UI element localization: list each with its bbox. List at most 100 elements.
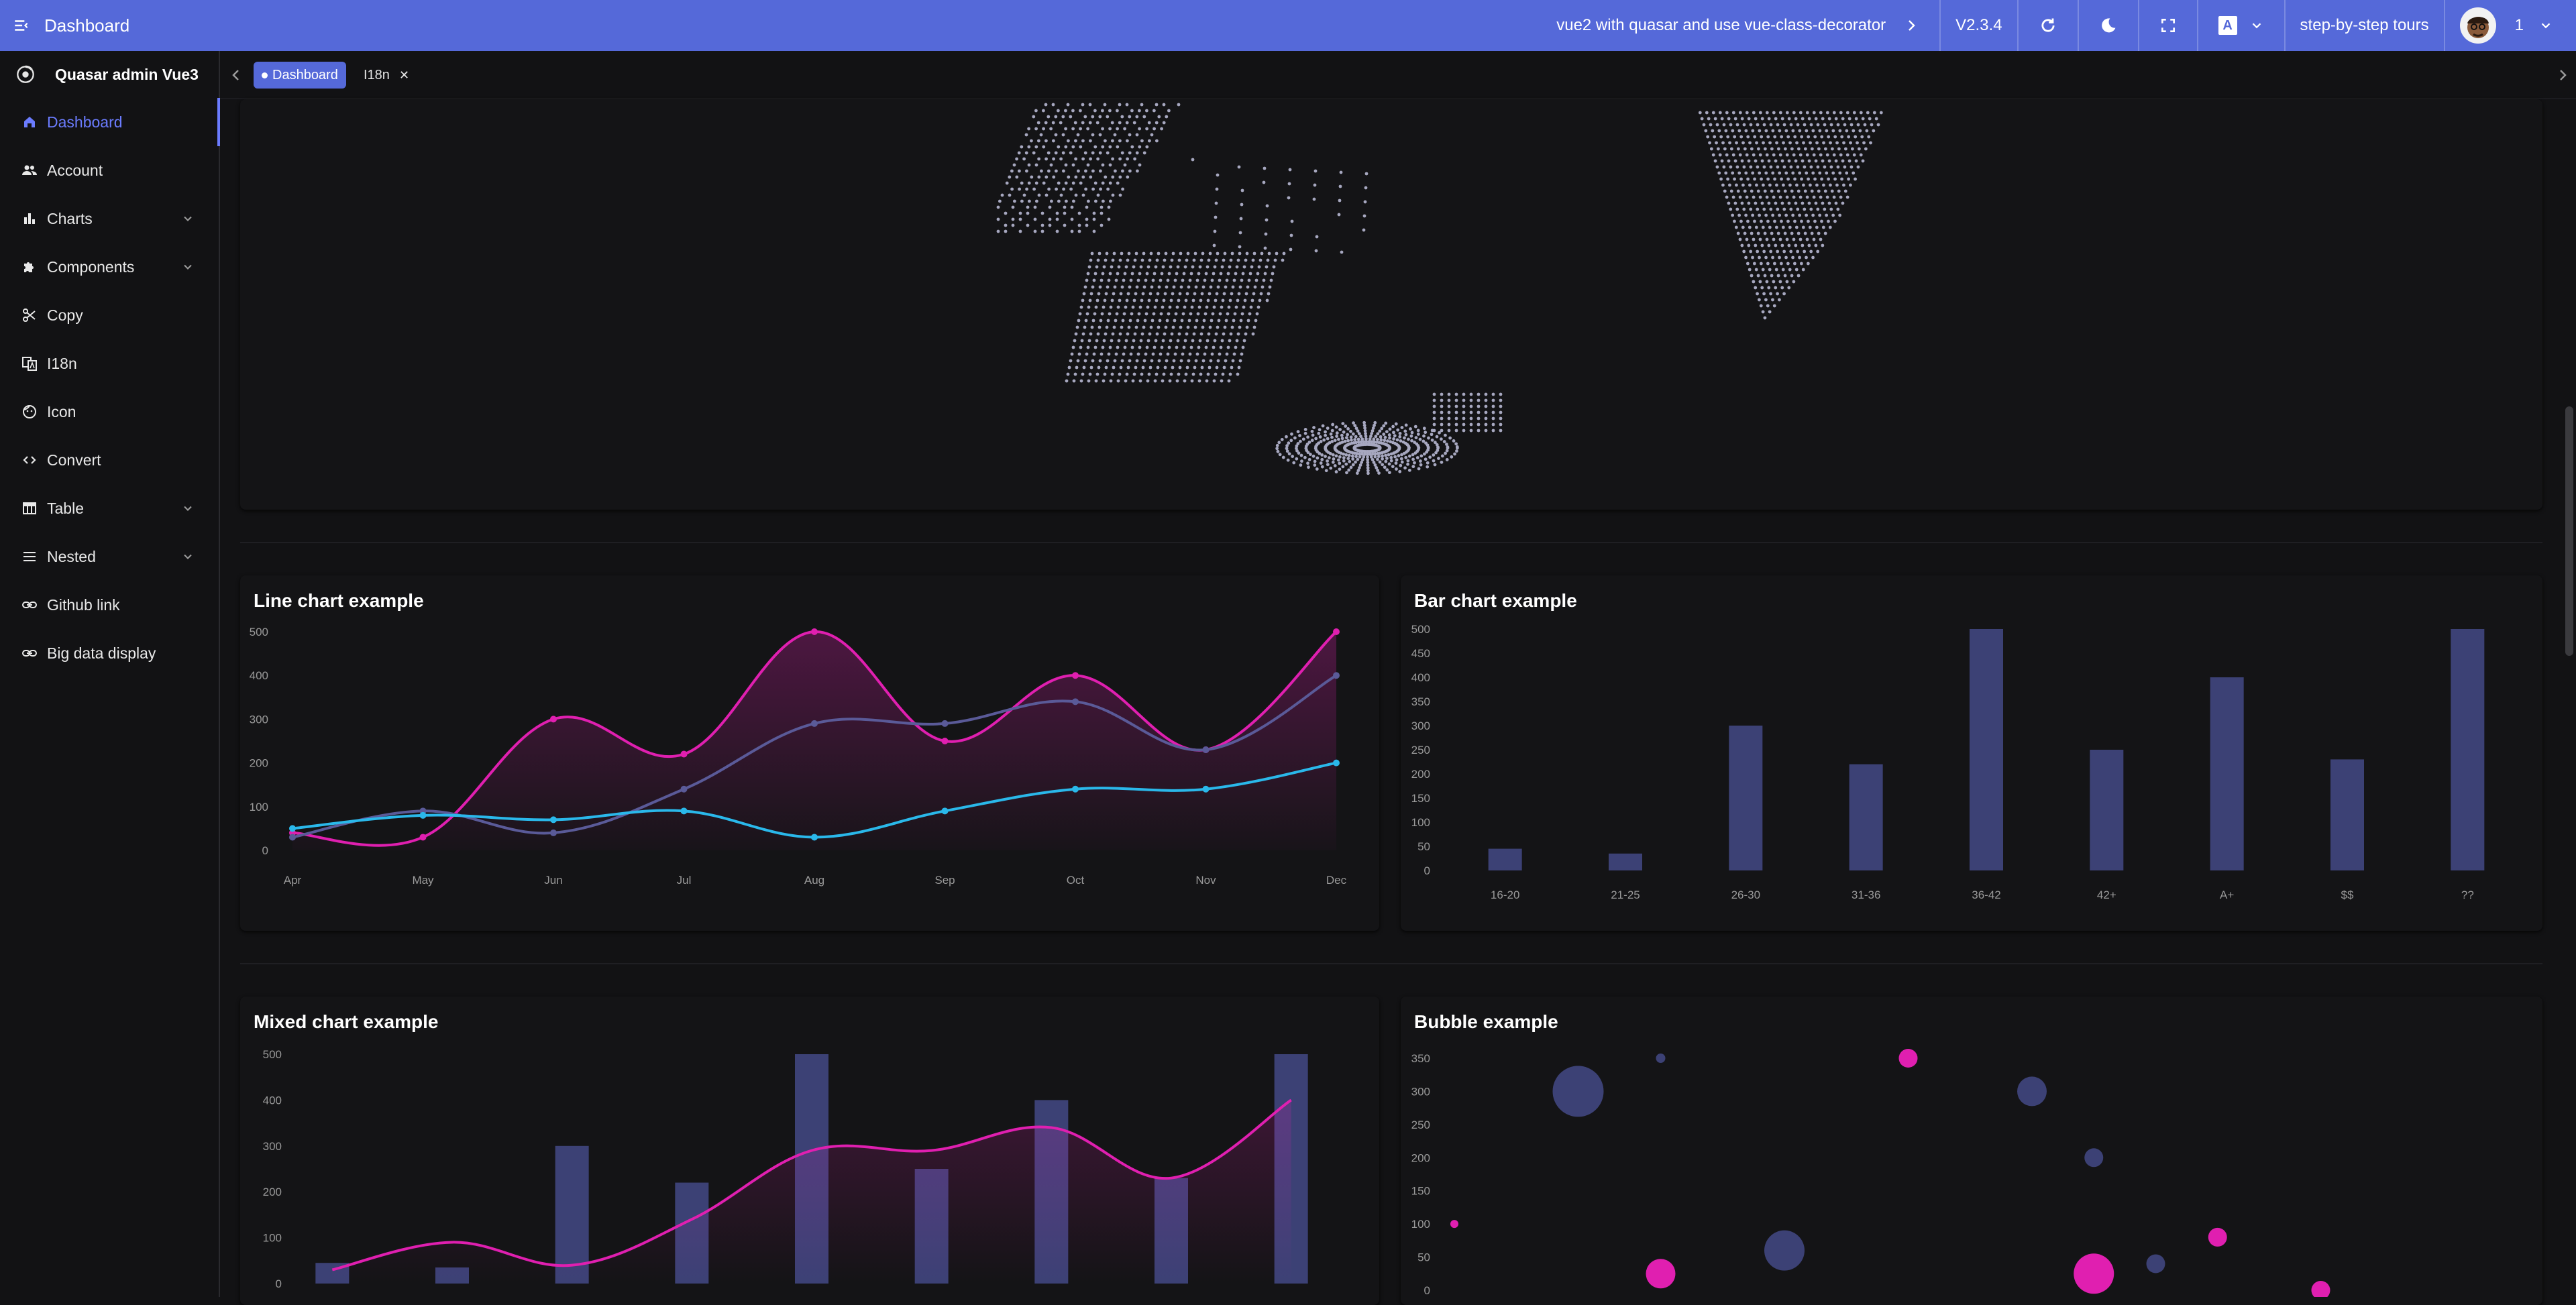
sidebar-item-table[interactable]: Table xyxy=(0,484,219,532)
map-dot xyxy=(1491,398,1495,402)
chevron-right-icon[interactable] xyxy=(2555,67,2571,83)
tagline-link[interactable]: vue2 with quasar and use vue-class-decor… xyxy=(1542,0,1939,51)
map-dot xyxy=(1825,195,1829,199)
map-dot xyxy=(1803,189,1807,193)
sidebar-item-charts[interactable]: Charts xyxy=(0,194,219,243)
map-dot xyxy=(1454,404,1458,408)
sidebar-item-dashboard[interactable]: Dashboard xyxy=(0,98,220,146)
map-dot xyxy=(1789,123,1793,127)
sidebar-item-icon[interactable]: Icon xyxy=(0,388,219,436)
map-dot xyxy=(1187,359,1191,363)
map-dot xyxy=(1244,258,1248,262)
map-dot xyxy=(1747,201,1751,205)
map-dot xyxy=(1295,447,1298,451)
map-dot xyxy=(1445,449,1449,453)
map-dot xyxy=(1034,109,1038,113)
sidebar-item-i18n[interactable]: I18n xyxy=(0,339,219,388)
map-dot xyxy=(1225,278,1229,282)
map-dot xyxy=(1057,109,1060,113)
map-dot xyxy=(1071,163,1075,167)
map-dot xyxy=(1085,312,1089,316)
map-dot xyxy=(1809,165,1813,169)
sidebar-item-big-data-display[interactable]: Big data display xyxy=(0,629,219,677)
map-dot xyxy=(1197,379,1201,383)
map-dot xyxy=(1861,117,1865,121)
map-dot xyxy=(1756,249,1760,253)
map-dot xyxy=(1195,319,1199,323)
map-dot xyxy=(1810,189,1814,193)
map-dot xyxy=(1362,228,1366,232)
map-dot xyxy=(1845,171,1849,175)
map-dot xyxy=(1766,177,1770,181)
map-dot xyxy=(1392,437,1396,441)
dark-mode-toggle[interactable] xyxy=(2077,0,2138,51)
map-dot xyxy=(1772,304,1776,308)
bar xyxy=(1488,848,1522,870)
menu-toggle-button[interactable] xyxy=(1,0,42,51)
map-dot xyxy=(1254,319,1258,323)
map-dot xyxy=(1397,446,1401,449)
map-dot xyxy=(1193,325,1197,329)
sidebar-item-components[interactable]: Components xyxy=(0,243,219,291)
map-dot xyxy=(1215,365,1219,370)
link-icon xyxy=(21,645,38,661)
map-dot xyxy=(1070,205,1074,209)
map-dot xyxy=(1025,169,1028,173)
map-dot xyxy=(1005,181,1009,185)
map-dot xyxy=(1793,135,1797,139)
tab-dashboard[interactable]: Dashboard xyxy=(254,62,346,89)
map-dot xyxy=(1391,424,1395,429)
map-dot xyxy=(1126,139,1129,143)
map-dot xyxy=(1118,332,1122,336)
map-dot xyxy=(1758,171,1762,175)
map-dot xyxy=(1240,188,1244,192)
fullscreen-button[interactable] xyxy=(2137,0,2197,51)
map-dot xyxy=(1462,392,1466,396)
sidebar-item-account[interactable]: Account xyxy=(0,146,219,194)
tagline-text: vue2 with quasar and use vue-class-decor… xyxy=(1556,16,1886,34)
map-dot xyxy=(1789,207,1793,211)
user-menu[interactable]: 1 xyxy=(2443,0,2576,51)
map-dot xyxy=(1768,141,1772,145)
map-dot xyxy=(1425,450,1428,454)
map-dot xyxy=(1338,428,1342,431)
map-dot xyxy=(1085,278,1089,282)
map-dot xyxy=(1265,298,1269,302)
map-dot xyxy=(1240,278,1244,282)
refresh-button[interactable] xyxy=(2017,0,2078,51)
map-dot xyxy=(1815,141,1819,145)
map-dot xyxy=(1081,298,1085,302)
map-dot xyxy=(1792,195,1796,199)
brand[interactable]: Quasar admin Vue3 xyxy=(0,51,219,98)
page-scrollbar[interactable] xyxy=(2565,406,2573,656)
tours-button[interactable]: step-by-step tours xyxy=(2284,0,2444,51)
map-dot xyxy=(1477,410,1481,414)
close-icon[interactable]: ✕ xyxy=(398,68,410,82)
tab-i18n[interactable]: I18n ✕ xyxy=(356,62,417,89)
map-dot xyxy=(1046,115,1051,119)
home-icon xyxy=(21,114,38,130)
sidebar-item-convert[interactable]: Convert xyxy=(0,436,219,484)
map-dot xyxy=(1440,422,1444,427)
map-dot xyxy=(1064,109,1067,113)
map-dot xyxy=(1366,455,1369,459)
map-dot xyxy=(1208,365,1212,370)
map-dot xyxy=(1351,457,1355,461)
map-dot xyxy=(1073,121,1077,125)
sidebar-item-github-link[interactable]: Github link xyxy=(0,581,219,629)
map-dot xyxy=(1809,207,1813,211)
map-dot xyxy=(1136,278,1140,282)
map-dot xyxy=(1154,265,1158,269)
sidebar-item-copy[interactable]: Copy xyxy=(0,291,219,339)
map-dot xyxy=(1248,272,1252,276)
map-dot xyxy=(1224,319,1228,323)
section-divider xyxy=(240,963,2542,964)
sidebar-item-nested[interactable]: Nested xyxy=(0,532,219,581)
map-dot xyxy=(1174,312,1178,316)
map-dot xyxy=(1138,305,1142,309)
map-dot xyxy=(1079,379,1083,383)
chevron-left-icon[interactable] xyxy=(228,67,244,83)
language-select[interactable]: A xyxy=(2196,0,2284,51)
map-dot xyxy=(1378,446,1382,450)
map-dot xyxy=(1139,339,1143,343)
